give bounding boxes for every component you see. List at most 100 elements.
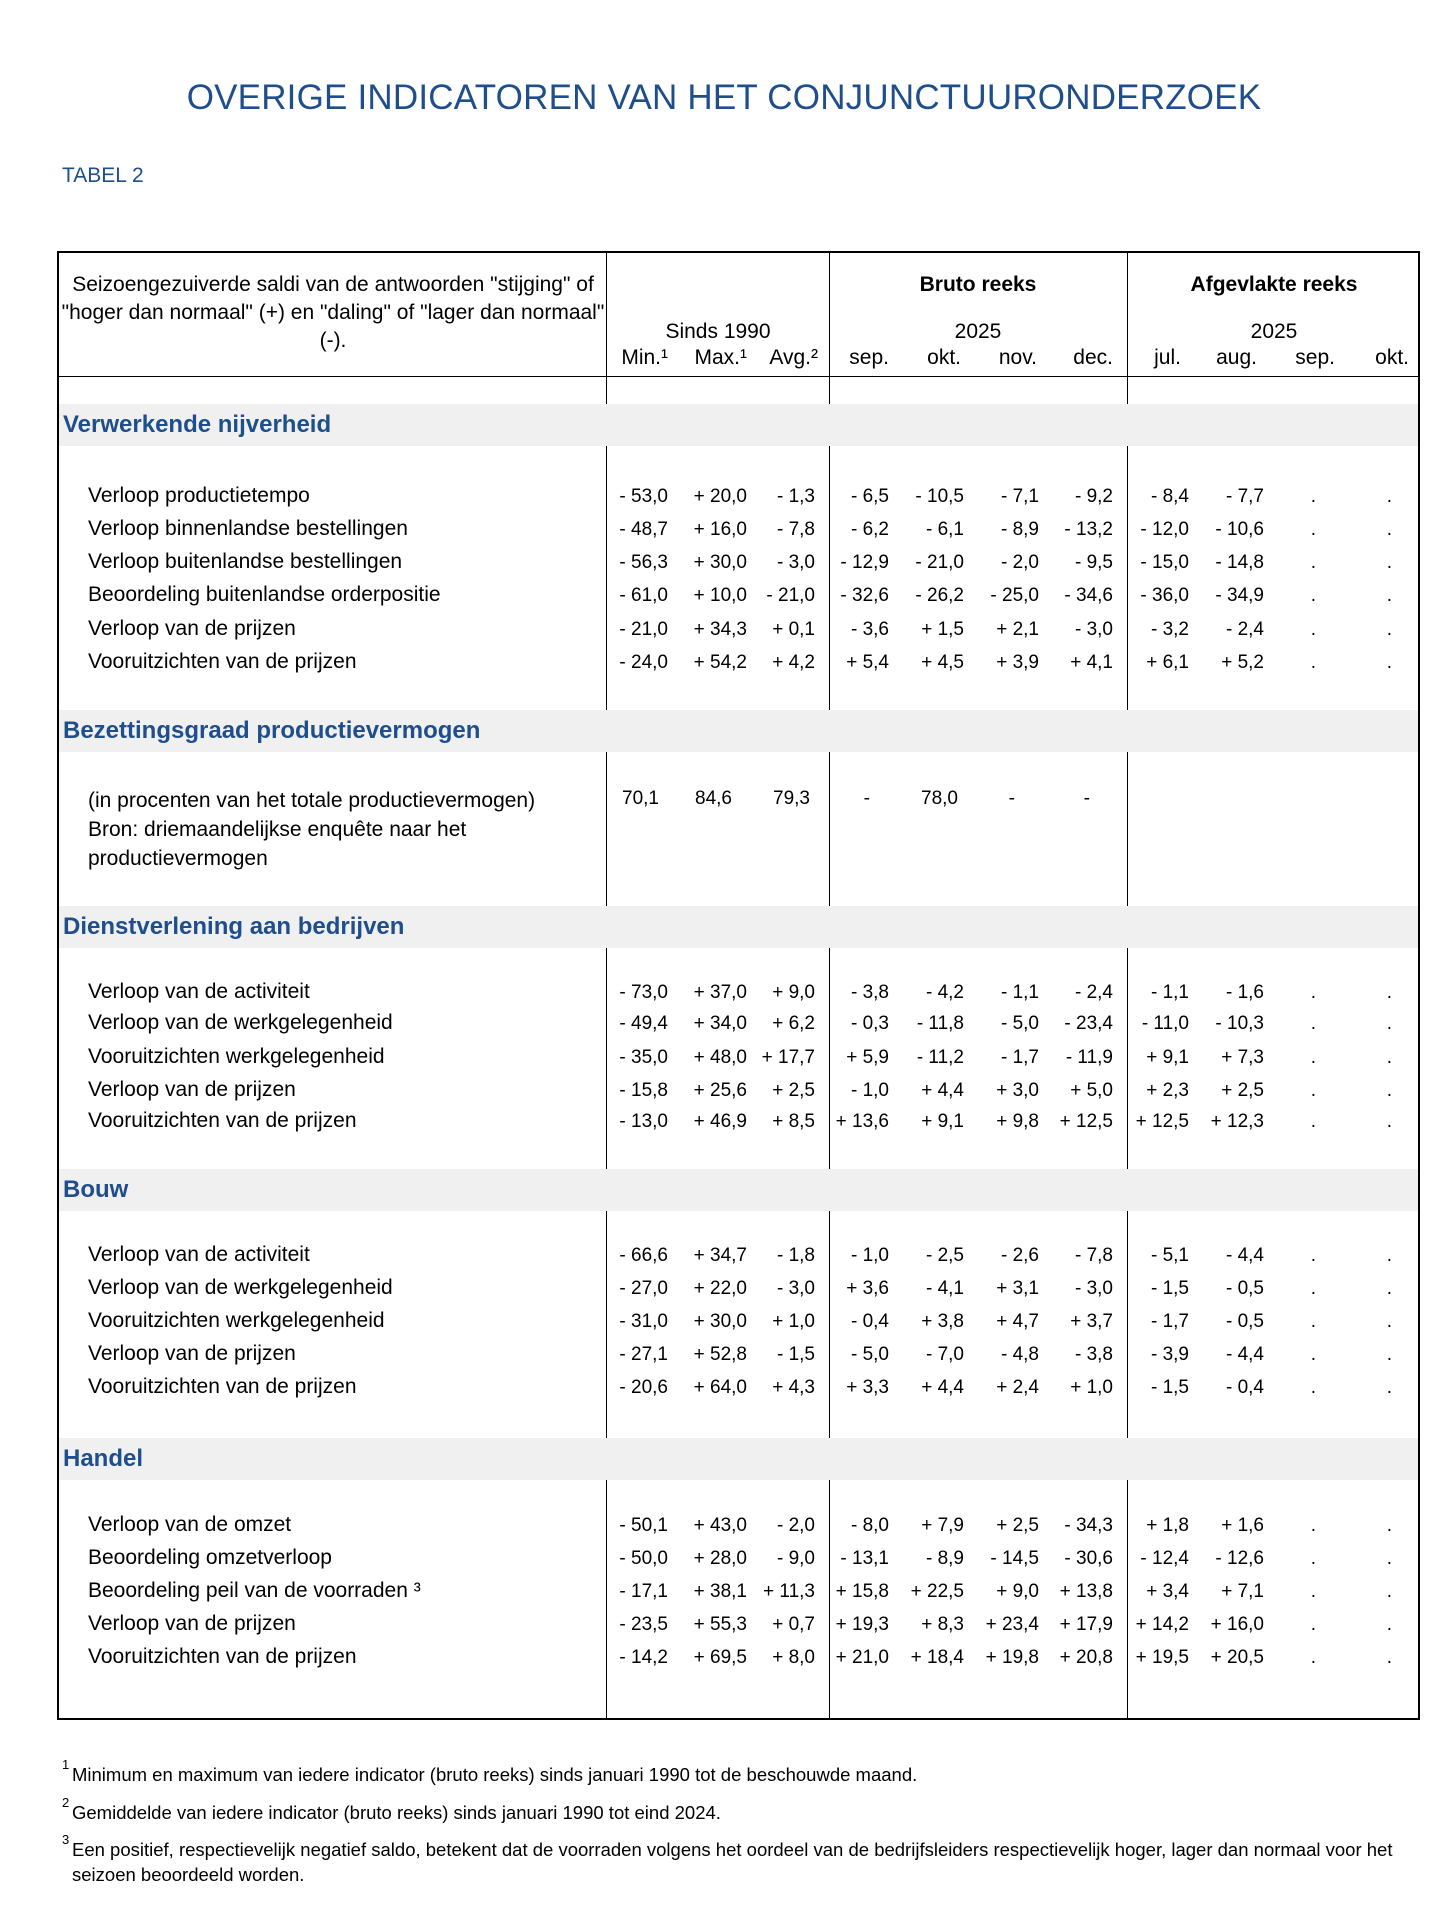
table-row: Verloop van de prijzen - 23,5 + 55,3 + 0,7 +… [0, 1612, 1448, 1642]
value-cell: - 6,1 [925, 519, 964, 540]
value-cell: - 73,0 [619, 982, 668, 1003]
column-divider [606, 251, 607, 1720]
value-cell: + 9,0 [996, 1581, 1039, 1602]
capacity-note-line: (in procenten van het totale productieve… [88, 789, 536, 812]
value-cell: + 19,5 [1135, 1647, 1189, 1668]
value-cell: . [1310, 585, 1316, 606]
value-cell: - 3,2 [1150, 619, 1189, 640]
value-cell: - 31,0 [619, 1311, 668, 1332]
value-cell: . [1310, 619, 1316, 640]
value-cell: + 9,8 [996, 1111, 1039, 1132]
row-label: Vooruitzichten werkgelegenheid [88, 1309, 385, 1332]
value-cell: + 3,7 [1070, 1311, 1113, 1332]
value-cell: + 3,6 [846, 1278, 889, 1299]
smoothed-series-label: Afgevlakte reeks [1190, 273, 1358, 296]
value-cell: + 8,3 [921, 1614, 964, 1635]
value-cell: + 4,4 [921, 1080, 964, 1101]
value-cell: . [1386, 519, 1392, 540]
value-cell: + 3,9 [996, 652, 1039, 673]
value-cell: - 12,6 [1215, 1548, 1264, 1569]
value-cell: + 2,4 [996, 1377, 1039, 1398]
value-cell: . [1386, 1515, 1392, 1536]
value-cell: - 2,4 [1225, 619, 1264, 640]
value-cell: + 69,5 [693, 1647, 747, 1668]
indicator-table [57, 251, 1420, 1720]
value-cell: . [1386, 1647, 1392, 1668]
section-title: Verwerkende nijverheid [63, 411, 332, 438]
value-cell: - 1,1 [1150, 982, 1189, 1003]
value-cell: - 20,6 [619, 1377, 668, 1398]
value-cell: + 7,9 [921, 1515, 964, 1536]
value-cell: - 34,6 [1064, 585, 1113, 606]
value-cell: + 30,0 [693, 552, 747, 573]
header-divider [57, 376, 1420, 377]
value-cell: - 1,6 [1225, 982, 1264, 1003]
value-cell: + 12,5 [1135, 1111, 1189, 1132]
value-cell: - 4,2 [925, 982, 964, 1003]
value-cell: - 4,8 [1000, 1344, 1039, 1365]
value-cell: . [1386, 1111, 1392, 1132]
value-cell: . [1310, 1377, 1316, 1398]
value-cell: - 5,0 [1000, 1013, 1039, 1034]
value-cell: - 3,0 [1074, 1278, 1113, 1299]
value-cell: - 3,6 [850, 619, 889, 640]
footnote-mark: 2 [62, 1795, 70, 1810]
value-cell: - 17,1 [619, 1581, 668, 1602]
value-cell: - 32,6 [840, 585, 889, 606]
value-cell: - 50,0 [619, 1548, 668, 1569]
value-cell: - 10,3 [1215, 1013, 1264, 1034]
column-header: nov. [998, 346, 1037, 369]
row-label: Verloop buitenlandse bestellingen [88, 550, 403, 573]
value-cell: - 0,4 [1225, 1377, 1264, 1398]
value-cell: - 21,0 [766, 585, 815, 606]
value-cell: . [1386, 1377, 1392, 1398]
value-cell: + 17,7 [761, 1047, 815, 1068]
value-cell: - 34,9 [1215, 585, 1264, 606]
value-cell: . [1386, 1614, 1392, 1635]
value-cell: - 21,0 [619, 619, 668, 640]
row-label: Verloop van de prijzen [88, 617, 296, 640]
capacity-note-line: productievermogen [88, 847, 268, 870]
value-cell: - 0,4 [850, 1311, 889, 1332]
table-row: Vooruitzichten werkgelegenheid - 35,0 + 48… [0, 1045, 1448, 1075]
value-cell: . [1310, 1047, 1316, 1068]
value-cell: - 7,8 [776, 519, 815, 540]
value-cell: - 53,0 [619, 486, 668, 507]
value-cell: + 9,1 [921, 1111, 964, 1132]
value-cell: 70,1 [622, 788, 659, 809]
value-cell: - 3,9 [1150, 1344, 1189, 1365]
table-row: Verloop van de prijzen - 21,0 + 34,3 + 0,1 -… [0, 617, 1448, 647]
value-cell: + 4,2 [772, 652, 815, 673]
row-label: Vooruitzichten van de prijzen [88, 1375, 357, 1398]
value-cell: . [1386, 486, 1392, 507]
capacity-note-line: Bron: driemaandelijkse enquête naar het [88, 818, 467, 841]
table-row: Vooruitzichten van de prijzen - 24,0 + 54,… [0, 650, 1448, 680]
table-row: Verloop binnenlandse bestellingen - 48,7 +… [0, 517, 1448, 547]
value-cell: . [1310, 1647, 1316, 1668]
value-cell: - [863, 788, 870, 809]
value-cell: + 7,1 [1221, 1581, 1264, 1602]
value-cell: + 25,6 [693, 1080, 747, 1101]
value-cell: + 52,8 [693, 1344, 747, 1365]
value-cell: + 2,5 [772, 1080, 815, 1101]
row-label: Verloop van de activiteit [88, 980, 310, 1003]
value-cell: + 1,0 [772, 1311, 815, 1332]
value-cell: . [1310, 519, 1316, 540]
value-cell: + 21,0 [835, 1647, 889, 1668]
value-cell: - 36,0 [1140, 585, 1189, 606]
value-cell: + 55,3 [693, 1614, 747, 1635]
column-header: sep. [1295, 346, 1335, 369]
footnote: 2 Gemiddelde van iedere indicator (bruto … [62, 1795, 1402, 1825]
section-band [59, 1438, 1418, 1480]
row-label: Verloop binnenlandse bestellingen [88, 517, 408, 540]
table-row: Beoordeling buitenlandse orderpositie - 6… [0, 583, 1448, 613]
footnote-mark: 1 [62, 1757, 70, 1772]
value-cell: - 1,0 [850, 1245, 889, 1266]
table-row: Vooruitzichten van de prijzen - 14,2 + 69,… [0, 1645, 1448, 1675]
value-cell: 84,6 [695, 788, 732, 809]
value-cell: + 0,1 [772, 619, 815, 640]
column-header: jul. [1154, 346, 1181, 369]
value-cell: - 11,9 [1065, 1047, 1113, 1068]
row-label: Verloop van de activiteit [88, 1243, 310, 1266]
value-cell: + 11,3 [763, 1581, 815, 1602]
